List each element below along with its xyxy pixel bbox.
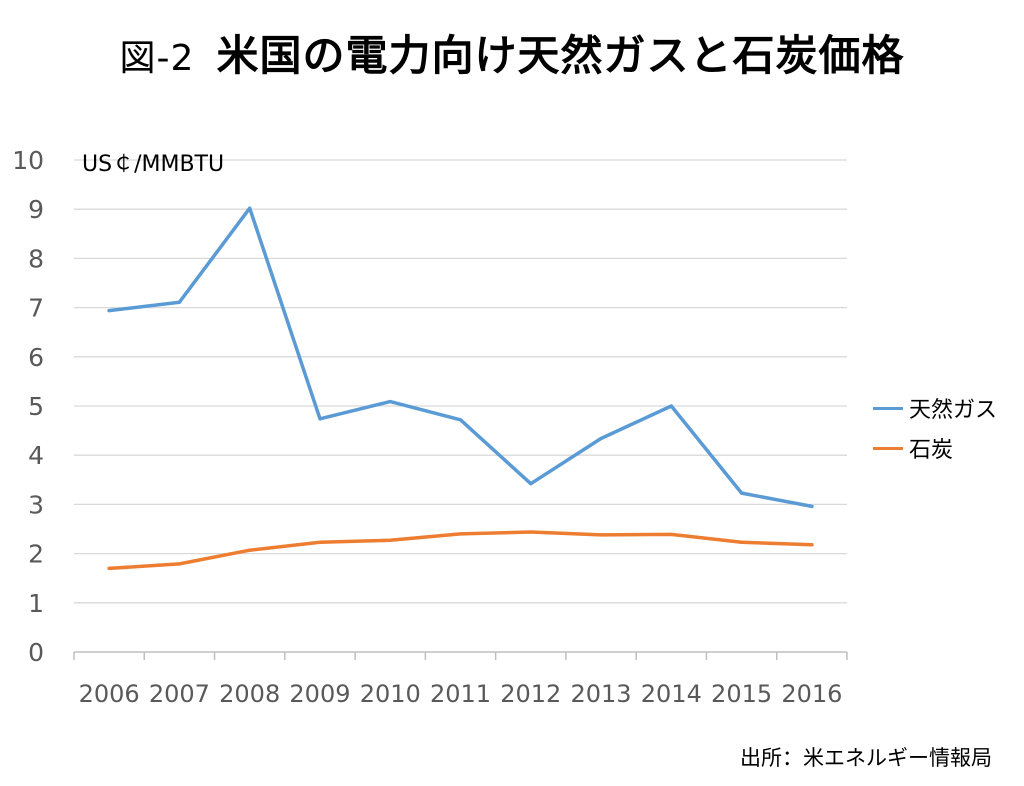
- y-tick-label: 9: [28, 195, 44, 224]
- y-tick-label: 10: [12, 146, 44, 175]
- x-tick-label: 2006: [79, 680, 140, 708]
- legend-label-natural-gas: 天然ガス: [909, 398, 998, 423]
- x-axis: [73, 651, 848, 660]
- figure-number: 図-2: [119, 38, 195, 79]
- x-tick-label: 2008: [219, 680, 280, 708]
- gridlines: [74, 159, 847, 604]
- data-point: [388, 538, 392, 542]
- data-point: [388, 399, 392, 404]
- data-point: [318, 540, 322, 544]
- legend-swatch-natural-gas: [873, 406, 903, 410]
- y-tick-label: 3: [28, 490, 44, 519]
- series-line-coal: [107, 530, 814, 571]
- series-lines: [107, 206, 814, 571]
- y-axis-tick-labels: 0 1 2 3 4 5 6 7 8 9 10: [12, 146, 44, 667]
- data-point: [669, 404, 673, 408]
- data-point: [458, 418, 463, 422]
- x-tick-label: 2011: [430, 680, 491, 708]
- data-point: [529, 530, 533, 534]
- data-point: [529, 482, 533, 486]
- data-point: [599, 533, 603, 537]
- data-point: [248, 206, 252, 210]
- y-tick-label: 0: [28, 638, 44, 667]
- legend-label-coal: 石炭: [909, 438, 954, 463]
- data-point: [458, 532, 463, 536]
- chart-title: 図-2 米国の電力向け天然ガスと石炭価格: [0, 22, 1024, 83]
- x-tick-label: 2015: [711, 680, 772, 708]
- y-tick-label: 2: [28, 540, 44, 569]
- y-tick-label: 6: [28, 343, 44, 372]
- x-tick-label: 2010: [360, 680, 421, 708]
- data-point: [599, 436, 603, 441]
- x-tick-label: 2007: [149, 680, 210, 708]
- data-point: [810, 543, 814, 547]
- data-point: [177, 300, 182, 304]
- data-point: [107, 566, 111, 570]
- y-axis-unit-label: US￠/MMBTU: [82, 152, 225, 177]
- data-point: [739, 540, 744, 544]
- data-point: [248, 548, 252, 552]
- x-tick-label: 2013: [571, 680, 632, 708]
- legend-item-natural-gas: 天然ガス: [873, 388, 997, 428]
- source-note: 出所：米エネルギー情報局: [740, 746, 992, 770]
- y-tick-label: 8: [28, 244, 44, 273]
- data-point: [107, 308, 111, 313]
- x-tick-label: 2014: [641, 680, 702, 708]
- y-tick-label: 5: [28, 392, 44, 421]
- data-point: [177, 562, 182, 566]
- title-text: 米国の電力向け天然ガスと石炭価格: [216, 31, 905, 80]
- x-tick-label: 2009: [289, 680, 350, 708]
- y-tick-label: 7: [28, 294, 44, 323]
- y-tick-label: 4: [28, 441, 44, 470]
- x-tick-label: 2016: [781, 680, 842, 708]
- y-tick-label: 1: [28, 589, 44, 618]
- data-point: [810, 504, 814, 508]
- legend-swatch-coal: [873, 446, 903, 450]
- x-axis-tick-labels: 2006 2007 2008 2009 2010 2011 2012 2013 2014 2015…: [79, 680, 843, 708]
- data-point: [318, 417, 322, 421]
- x-tick-label: 2012: [500, 680, 561, 708]
- legend: 天然ガス 石炭: [873, 388, 997, 468]
- data-point: [669, 532, 673, 537]
- data-point: [739, 491, 744, 495]
- legend-item-coal: 石炭: [873, 428, 997, 468]
